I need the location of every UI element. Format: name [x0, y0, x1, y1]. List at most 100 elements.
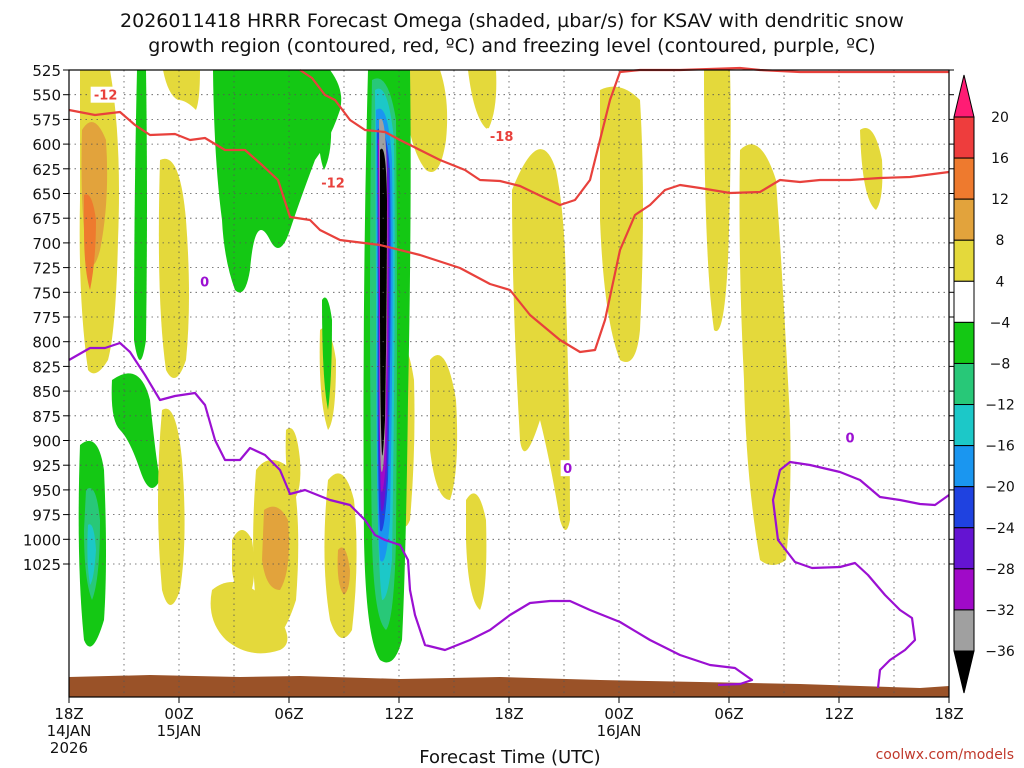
- colorbar-bin-1: [953, 116, 975, 159]
- contour-label-bg-3: [197, 273, 212, 290]
- omega-region-yellow-23: [400, 70, 448, 172]
- contour-label-purple-3: 0: [200, 275, 209, 290]
- colorbar-label-11: −28: [985, 562, 1015, 578]
- omega-region-black-41: [380, 148, 387, 456]
- x-tick-date-1: 15JAN: [157, 722, 202, 740]
- contour-label-red-1: -18: [490, 130, 514, 145]
- omega-shading: [69, 70, 949, 697]
- omega-region-yellow-30: [739, 144, 791, 566]
- colorbar: 20 16 12 8 4 −4 −8 −12 −16 −20 −24 −28 −32 −36: [953, 74, 1015, 694]
- y-tick-label-650: 650: [32, 186, 61, 204]
- y-tick-label-850: 850: [32, 383, 61, 401]
- omega-region-yellow-9: [158, 408, 185, 605]
- colorbar-bin-5: [953, 280, 975, 323]
- y-tick-label-700: 700: [32, 235, 61, 253]
- y-tick-label-900: 900: [32, 433, 61, 451]
- y-tick-label-675: 675: [32, 210, 61, 228]
- x-tick-date-0: 14JAN: [47, 722, 92, 740]
- colorbar-bin-6: [953, 321, 975, 364]
- omega-region-yellow-8: [158, 158, 189, 378]
- omega-region-green-14: [322, 297, 332, 410]
- y-tick-label-750: 750: [32, 284, 61, 302]
- freezing-contour-purple-1: [771, 460, 950, 689]
- colorbar-bin-13: [953, 609, 975, 652]
- colorbar-label-9: −20: [985, 480, 1015, 496]
- colorbar-label-5: −4: [990, 315, 1011, 331]
- contour-labels: -12 -18 -12 0 0 0: [90, 86, 857, 477]
- chart-title-line1: 2026011418 HRRR Forecast Omega (shaded, …: [120, 10, 904, 32]
- colorbar-label-4: 4: [996, 274, 1005, 290]
- omega-region-yellow-31: [860, 128, 883, 210]
- omega-region-cyan-7: [87, 524, 96, 585]
- y-tick-label-800: 800: [32, 334, 61, 352]
- dgz-contour-red-0: [68, 108, 950, 354]
- plot-area: -12 -18 -12 0 0 0: [68, 66, 950, 698]
- x-tick-date-5: 16JAN: [597, 722, 642, 740]
- colorbar-bin-2: [953, 157, 975, 200]
- y-tick-label-775: 775: [32, 309, 61, 327]
- omega-region-green-10: [213, 70, 342, 293]
- contour-label-bg-2: [318, 174, 348, 191]
- y-tick-label-625: 625: [32, 161, 61, 179]
- omega-region-green-4: [111, 373, 160, 488]
- credit-text: coolwx.com/models: [876, 747, 1014, 763]
- colorbar-label-3: 8: [996, 233, 1005, 249]
- omega-region-tan-17: [262, 506, 289, 590]
- y-tick-label-600: 600: [32, 136, 61, 154]
- colorbar-label-12: −32: [985, 603, 1015, 619]
- colorbar-label-2: 12: [991, 192, 1009, 208]
- x-axis-label: Forecast Time (UTC): [419, 747, 600, 768]
- colorbar-bottom-arrow: [953, 650, 975, 694]
- colorbar-label-1: 16: [991, 151, 1009, 167]
- omega-region-yellow-27: [512, 149, 570, 530]
- colorbar-bin-7: [953, 362, 975, 406]
- colorbar-label-6: −8: [990, 356, 1011, 372]
- dgz-contour-red-1: [299, 66, 949, 207]
- x-tick-time-2: 06Z: [274, 705, 303, 723]
- contour-label-bg-1: [486, 128, 517, 145]
- omega-region-yellow-15: [232, 530, 255, 600]
- omega-region-green-3: [134, 70, 147, 360]
- x-tick-time-0: 18Z: [54, 705, 83, 723]
- x-tick-time-1: 00Z: [164, 705, 193, 723]
- x-tick-year-0: 2026: [50, 739, 88, 757]
- y-tick-label-950: 950: [32, 482, 61, 500]
- y-tick-label-875: 875: [32, 408, 61, 426]
- contour-label-purple-5: 0: [845, 432, 854, 447]
- y-tick-label-975: 975: [32, 507, 61, 525]
- y-tick-label-550: 550: [32, 87, 61, 105]
- omega-region-yellow-26: [468, 70, 497, 130]
- contour-label-bg-0: [90, 86, 121, 103]
- y-tick-label-525: 525: [32, 62, 61, 80]
- contour-label-purple-4: 0: [563, 462, 572, 477]
- colorbar-bin-10: [953, 486, 975, 529]
- colorbar-bin-4: [953, 239, 975, 282]
- chart-title-line2: growth region (contoured, red, ºC) and f…: [148, 35, 875, 57]
- x-tick-time-7: 12Z: [824, 705, 853, 723]
- colorbar-bin-8: [953, 404, 975, 447]
- omega-region-yellow-12: [163, 70, 200, 110]
- y-axis-ticks: 525 550 575 600 625 650 675 700 725 750 775 800 825 8…: [23, 62, 954, 574]
- omega-region-yellow-24: [430, 355, 458, 500]
- contour-label-bg-4: [560, 460, 575, 477]
- x-tick-time-4: 18Z: [494, 705, 523, 723]
- colorbar-label-13: −36: [985, 644, 1015, 660]
- omega-region-yellow-19: [210, 582, 288, 654]
- colorbar-top-arrow: [953, 74, 975, 118]
- colorbar-label-8: −16: [985, 439, 1015, 455]
- x-tick-time-6: 06Z: [714, 705, 743, 723]
- omega-region-yellow-25: [466, 493, 487, 610]
- colorbar-label-10: −24: [985, 521, 1015, 537]
- y-tick-label-575: 575: [32, 111, 61, 129]
- x-tick-time-5: 00Z: [604, 705, 633, 723]
- omega-region-yellow-18: [285, 428, 301, 500]
- colorbar-label-0: 20: [991, 110, 1009, 126]
- colorbar-bin-9: [953, 445, 975, 488]
- freezing-contour-purple-0: [68, 341, 754, 687]
- omega-region-yellow-29: [704, 70, 731, 332]
- y-tick-label-1000: 1000: [23, 531, 61, 549]
- colorbar-bin-11: [953, 527, 975, 570]
- contour-label-bg-5: [843, 429, 857, 446]
